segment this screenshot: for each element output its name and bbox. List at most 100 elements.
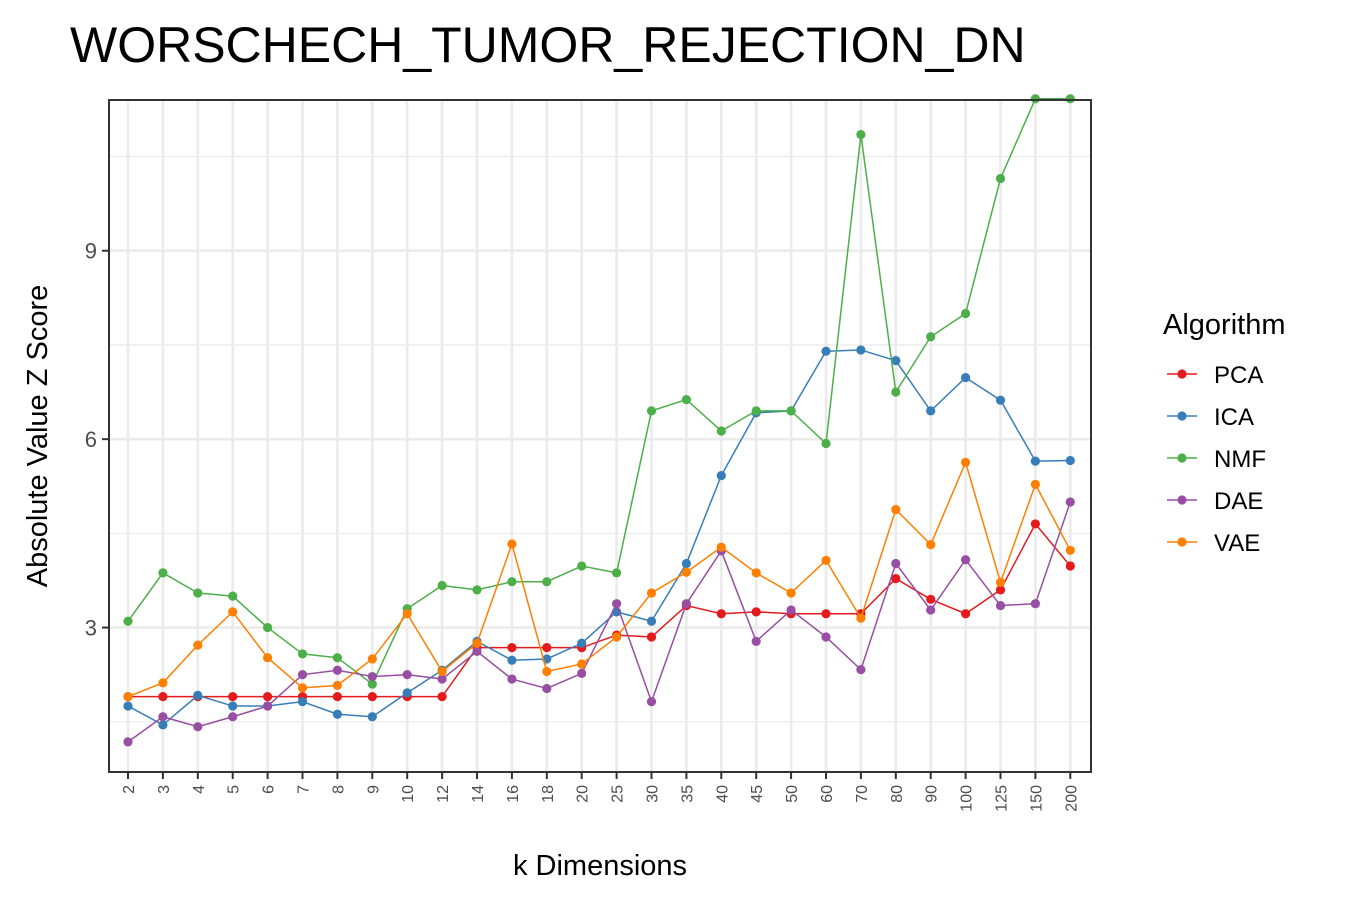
data-point-pca [507,643,517,653]
x-tick-label: 100 [959,785,976,812]
data-point-dae [1065,497,1075,507]
data-point-dae [681,599,692,609]
data-point-vae [437,666,447,677]
y-tick-label: 3 [85,616,97,641]
data-point-vae [681,567,692,577]
data-point-nmf [1030,94,1040,104]
legend-label-nmf: NMF [1214,446,1266,473]
data-point-dae [786,605,796,615]
x-tick-label: 50 [784,785,801,803]
data-point-dae [332,665,342,675]
data-point-dae [1030,599,1040,609]
data-point-dae [612,599,622,609]
data-point-nmf [612,568,622,578]
grid [109,100,1091,772]
x-tick-label: 8 [330,785,347,794]
data-point-dae [891,558,901,569]
legend-key-point-dae [1177,495,1187,505]
data-point-vae [1065,545,1075,555]
data-point-nmf [751,406,761,416]
data-point-pca [646,632,657,642]
legend: Algorithm PCA ICA NMF DAE VAE [1163,309,1286,557]
legend-label-pca: PCA [1214,362,1263,389]
data-point-vae [158,678,168,688]
x-tick-label: 5 [226,785,243,794]
data-point-dae [263,701,273,711]
y-tick-label: 9 [85,239,97,264]
data-point-dae [507,674,517,684]
data-point-dae [193,722,203,732]
data-point-pca [716,609,726,619]
data-point-ica [193,690,203,700]
data-point-vae [856,613,866,623]
data-point-vae [751,568,761,578]
data-point-nmf [646,406,657,416]
data-point-nmf [297,649,308,659]
x-tick-label: 9 [365,785,382,794]
data-point-pca [367,692,377,702]
data-point-dae [926,605,936,615]
y-axis-title: Absolute Value Z Score [22,285,54,588]
x-tick-label: 90 [924,785,941,803]
data-point-vae [821,555,831,565]
data-point-pca [542,643,552,653]
data-point-nmf [472,585,482,595]
data-point-ica [856,345,866,355]
x-axis-title: k Dimensions [513,850,687,882]
data-point-vae [263,653,273,663]
data-point-nmf [158,568,168,578]
data-point-nmf [1065,94,1075,104]
data-point-pca [995,585,1006,595]
data-point-ica [123,701,133,711]
x-tick-label: 25 [610,785,627,803]
data-point-nmf [332,653,342,663]
data-point-vae [297,683,308,693]
data-point-pca [926,594,936,604]
x-tick-label: 12 [435,785,452,803]
data-point-ica [158,720,168,730]
data-point-pca [228,692,238,702]
data-point-nmf [716,426,726,436]
x-tick-label: 60 [819,785,836,803]
data-point-nmf [856,129,866,140]
data-point-vae [995,577,1006,587]
legend-key-point-vae [1177,537,1187,547]
data-point-nmf [193,588,203,598]
data-point-nmf [577,561,587,571]
x-tick-label: 4 [191,785,208,794]
x-tick-label: 35 [679,785,696,803]
series-lines [123,94,1075,747]
data-point-nmf [681,394,692,405]
data-point-ica [1065,455,1075,466]
data-point-pca [1065,561,1075,571]
data-point-dae [367,671,377,682]
data-point-vae [891,504,901,515]
y-tick-label: 6 [85,427,97,452]
x-tick-label: 14 [470,785,487,803]
data-point-ica [716,470,726,481]
data-point-nmf [507,577,517,587]
data-point-vae [716,542,726,552]
x-tick-label: 200 [1063,785,1080,812]
plot-panel-border [108,99,1092,773]
series-line-vae [127,460,1071,698]
data-point-vae [193,640,203,650]
data-point-ica [821,346,831,356]
x-tick-label: 125 [994,785,1011,812]
x-tick-label: 2 [121,785,138,794]
data-point-vae [228,607,238,617]
x-tick-label: 20 [575,785,592,803]
data-point-dae [297,670,308,680]
x-tick-label: 10 [400,785,417,803]
x-tick-label: 80 [889,785,906,803]
data-point-vae [123,692,133,702]
x-tick-label: 6 [261,785,278,794]
data-point-ica [646,616,657,626]
chart-title: WORSCHECH_TUMOR_REJECTION_DN [70,17,1026,73]
x-tick-label: 70 [854,785,871,803]
data-point-ica [297,697,308,707]
series-line-pca [128,522,1071,698]
data-point-vae [577,659,587,669]
series-line-ica [127,349,1071,726]
data-point-ica [507,655,517,665]
